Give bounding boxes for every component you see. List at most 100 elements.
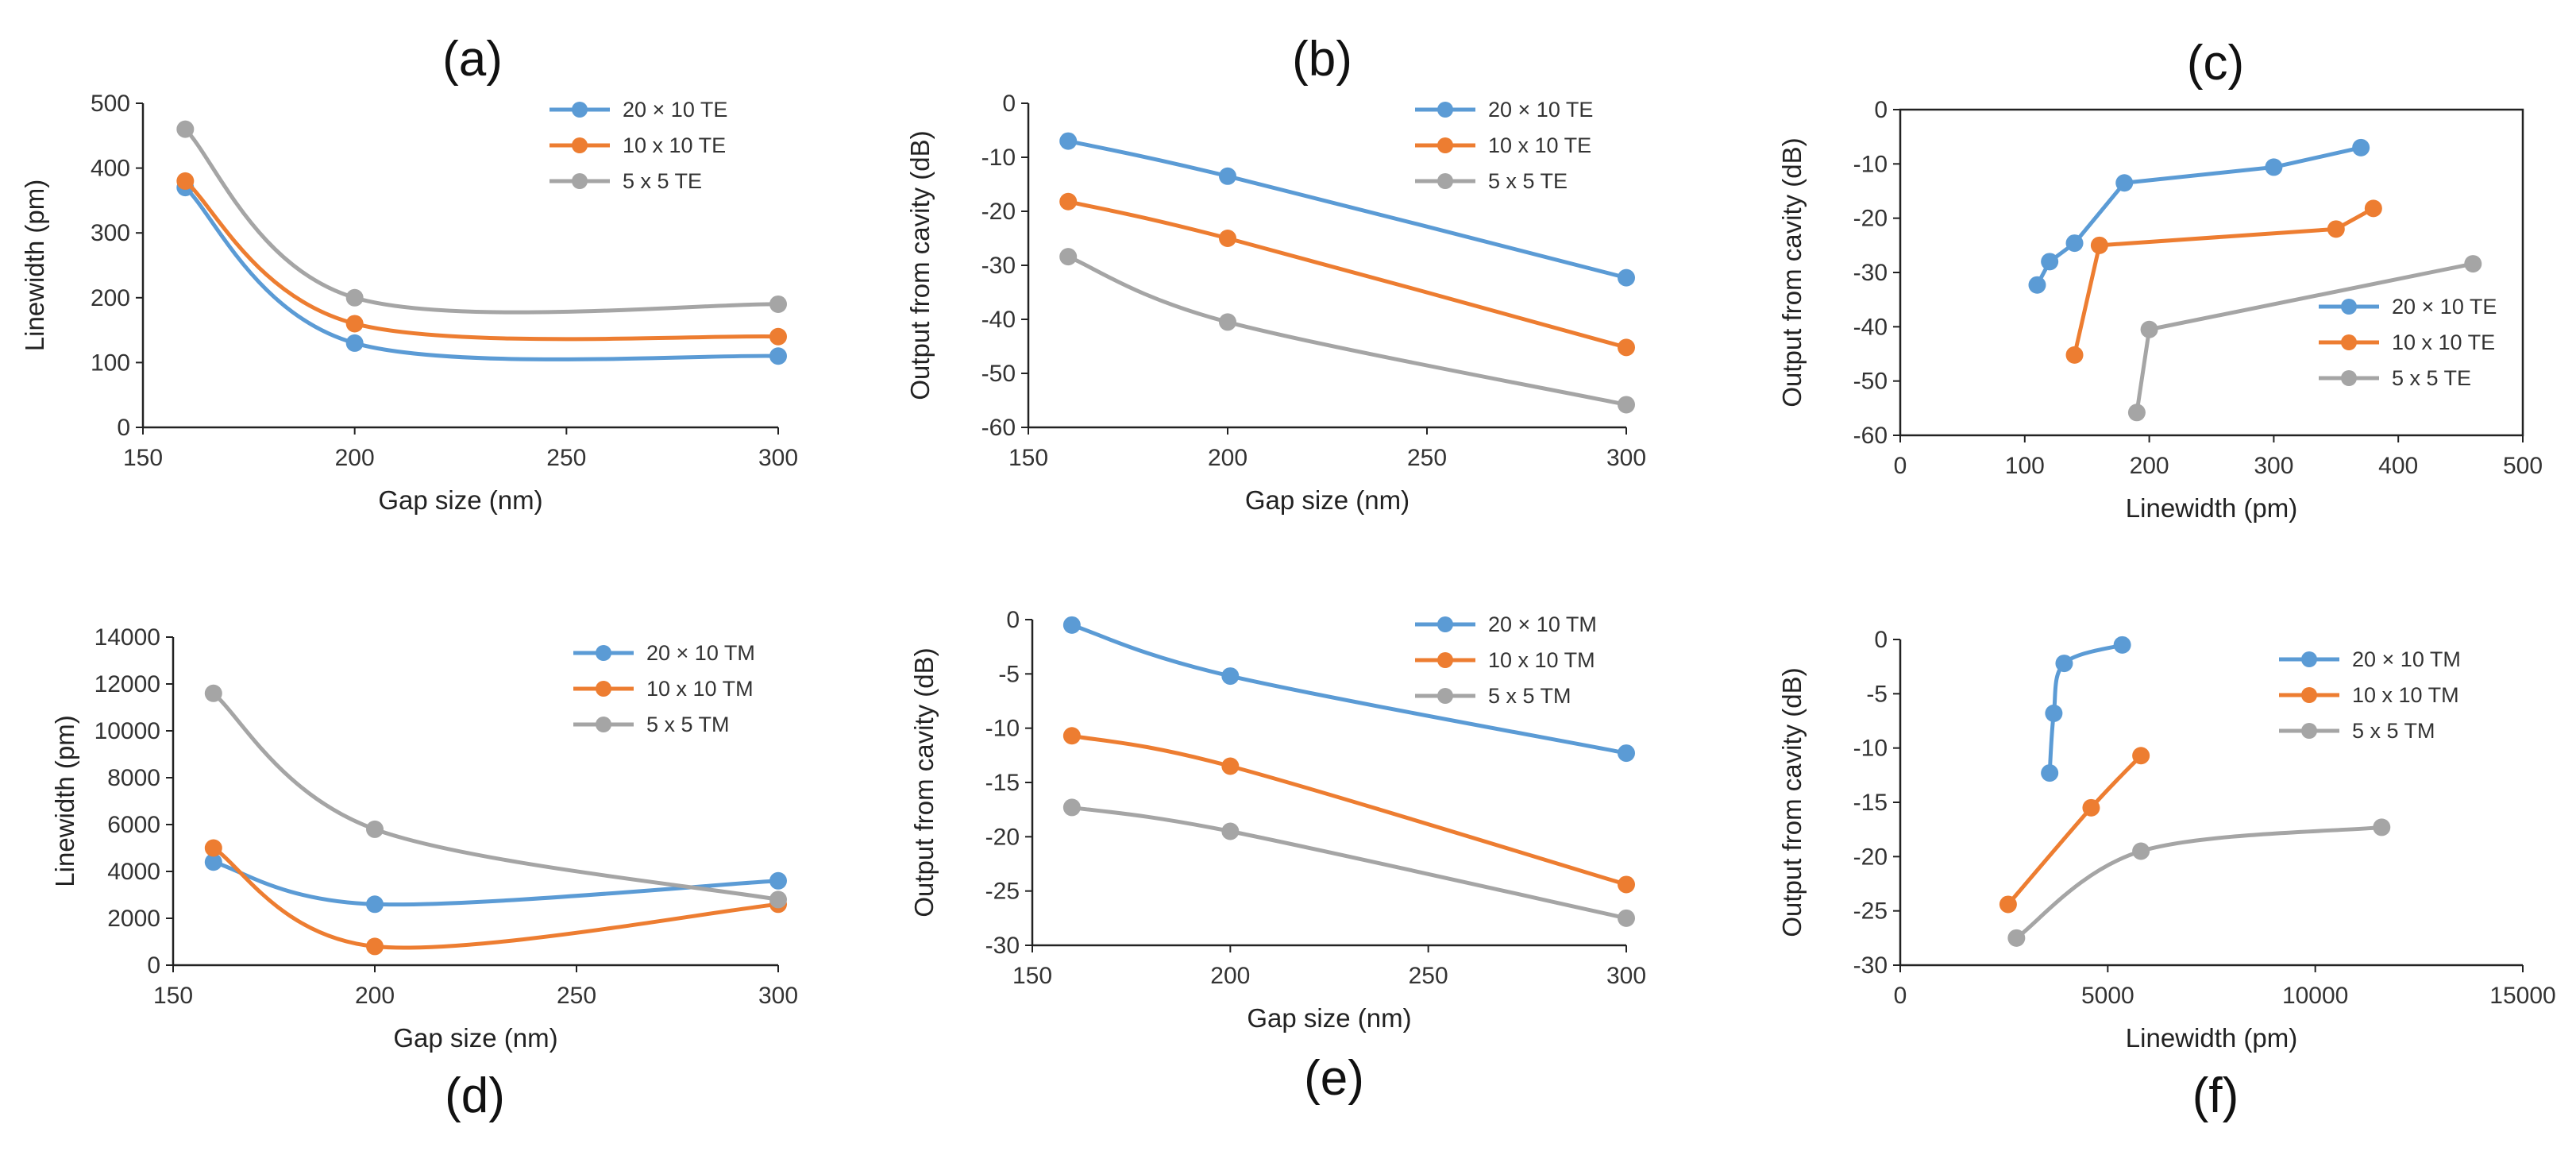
legend-swatch-marker (1437, 173, 1453, 189)
series-line-5 (212, 691, 779, 902)
legend-swatch-marker (2301, 723, 2317, 739)
legend-swatch-marker (1437, 688, 1453, 704)
chart-panel-d: (d) 150 200 250 300 0 2000 4000 6000 8000 10000 120… (50, 624, 798, 1123)
data-point (176, 172, 195, 190)
legend-swatch-marker (596, 645, 611, 661)
data-point (1219, 230, 1236, 247)
y-tick-label: -20 (985, 824, 1020, 850)
y-tick-label: 14000 (94, 624, 160, 651)
series-line-5 (2015, 825, 2382, 940)
y-tick-label: -50 (981, 361, 1016, 387)
data-point (204, 853, 222, 871)
data-point (2028, 276, 2046, 294)
panel-label-b: (b) (1292, 32, 1352, 87)
x-axis-title: Gap size (nm) (393, 1023, 557, 1053)
legend-entry: 20 × 10 TE (1488, 98, 1593, 122)
x-tick-label: 15000 (2489, 983, 2555, 1009)
data-point (2327, 220, 2345, 238)
legend-entry: 5 x 5 TE (1488, 169, 1568, 193)
y-tick-label: 4000 (107, 859, 160, 885)
x-tick-label: 300 (758, 445, 798, 471)
x-tick-label: 500 (2503, 453, 2543, 479)
y-tick-label: -10 (981, 145, 1016, 171)
legend-entry: 20 × 10 TM (646, 641, 755, 665)
y-tick-label: -20 (1853, 206, 1888, 232)
y-axis-title: Output from cavity (dB) (1777, 137, 1807, 407)
legend-entry: 5 x 5 TM (2352, 719, 2435, 743)
data-point (1219, 167, 1236, 185)
panel-label-c: (c) (2187, 36, 2244, 91)
y-tick-label: -20 (1853, 844, 1888, 870)
x-tick-label: 200 (2130, 453, 2169, 479)
data-point (345, 334, 364, 352)
data-point (366, 895, 384, 914)
chart-panel-f: (f) 0 5000 10000 15000 -30 -25 -20 -15 -10 -5 0 Line… (1777, 627, 2556, 1123)
y-tick-label: 12000 (94, 671, 160, 697)
x-tick-label: 300 (1606, 963, 1646, 989)
series-line-20 (213, 860, 779, 907)
legend-entry: 10 x 10 TE (623, 133, 726, 157)
y-tick-label: -50 (1853, 369, 1888, 395)
y-tick-label: -15 (985, 770, 1020, 796)
data-point (2265, 158, 2283, 176)
legend-swatch-marker (1437, 137, 1453, 153)
data-point (1062, 798, 1081, 817)
data-point (345, 315, 364, 333)
series-line-10 (1067, 199, 1627, 350)
x-tick-label: 250 (557, 983, 596, 1009)
data-point (2115, 174, 2134, 192)
series-line-5 (183, 127, 779, 315)
series-line-10 (212, 846, 779, 950)
x-axis-title: Gap size (nm) (378, 485, 542, 515)
x-tick-label: 300 (758, 983, 798, 1009)
series-line-20 (1071, 623, 1627, 755)
chart-panel-e: (e) 150 200 250 300 -30 -25 -20 -15 -10 -5 0 Gap siz… (909, 607, 1646, 1106)
chart-panel-b: (b) 150 200 250 300 -60 -50 -40 -30 -20 -10 0 Gap si… (905, 32, 1646, 515)
data-point (2132, 842, 2150, 860)
data-point (204, 684, 222, 702)
series-line-20 (1067, 139, 1627, 280)
y-tick-label: -10 (1853, 151, 1888, 177)
series-line-20 (2035, 145, 2362, 286)
legend-swatch-marker (2341, 370, 2357, 386)
data-point (1221, 757, 1240, 775)
data-point (1618, 396, 1635, 414)
legend-entry: 10 x 10 TM (2352, 683, 2459, 707)
x-axis-title: Linewidth (pm) (2126, 1023, 2297, 1053)
data-point (1221, 822, 1240, 840)
series-line-10 (1071, 733, 1627, 887)
series-line-10 (183, 180, 779, 342)
series-line-5 (1071, 805, 1627, 921)
y-tick-label: -60 (981, 415, 1016, 441)
legend-swatch-marker (2301, 651, 2317, 667)
legend-swatch-marker (2301, 687, 2317, 703)
legend-entry: 5 x 5 TE (2392, 366, 2471, 390)
y-tick-label: 0 (1006, 607, 1020, 633)
data-point (1062, 616, 1081, 634)
y-tick-label: 200 (91, 285, 130, 311)
data-point (2041, 253, 2059, 271)
x-axis-title: Gap size (nm) (1247, 1003, 1411, 1033)
series-line-20 (183, 186, 779, 361)
data-point (2140, 320, 2158, 338)
data-point (2065, 234, 2084, 253)
legend-entry: 10 x 10 TM (646, 677, 754, 701)
y-axis-title: Linewidth (pm) (20, 180, 49, 351)
legend-entry: 5 x 5 TM (1488, 684, 1571, 708)
data-point (2055, 655, 2073, 673)
data-point (1618, 269, 1635, 287)
y-tick-label: -5 (1866, 681, 1888, 707)
data-point (769, 327, 787, 346)
legend-entry: 10 x 10 TM (1488, 648, 1595, 672)
data-point (1221, 667, 1240, 686)
y-tick-label: -25 (1853, 898, 1888, 925)
y-tick-label: -5 (998, 661, 1020, 687)
series-line-10 (2073, 207, 2375, 356)
data-point (1618, 744, 1635, 763)
data-point (1059, 132, 1078, 150)
series-line-20 (2047, 643, 2123, 774)
legend-entry: 20 × 10 TM (1488, 612, 1597, 636)
y-tick-label: 100 (91, 350, 130, 376)
data-point (2113, 636, 2131, 654)
